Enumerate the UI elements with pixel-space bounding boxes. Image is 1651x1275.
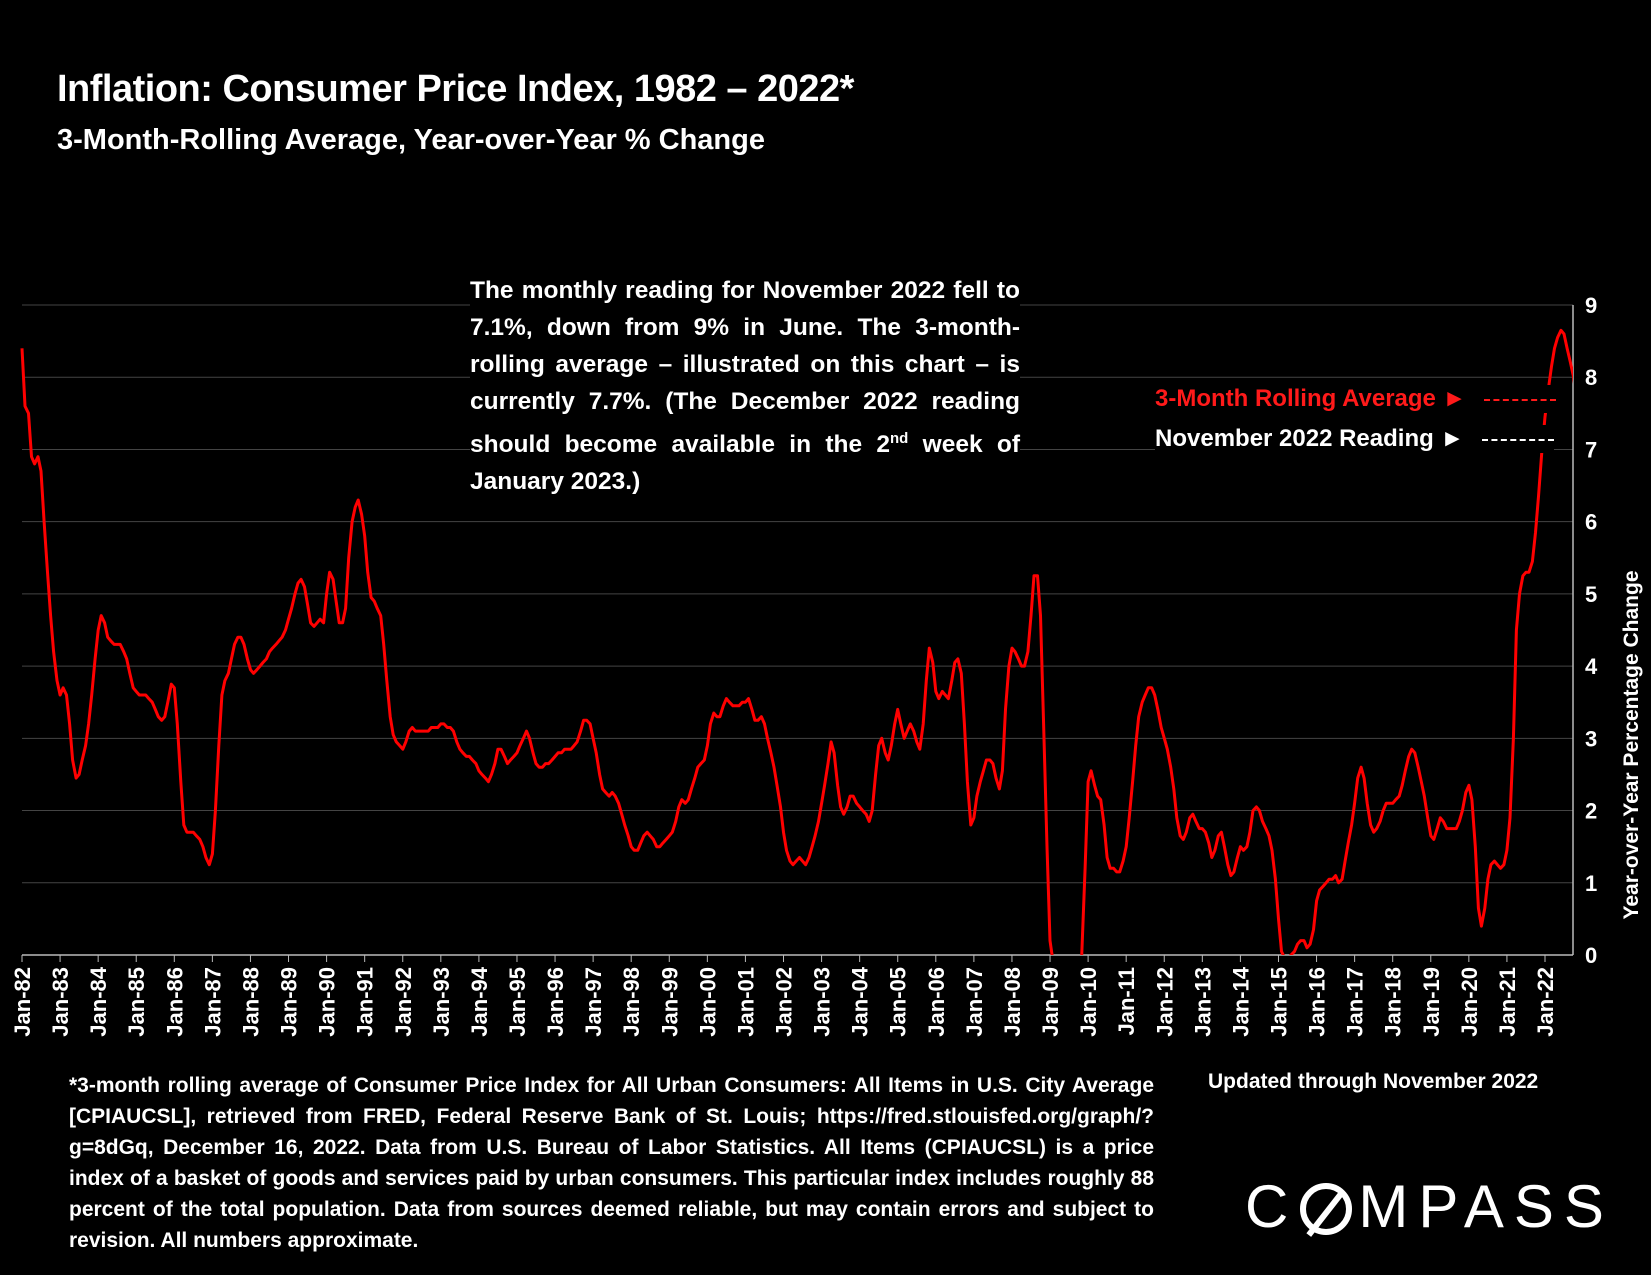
- y-tick-label: 4: [1585, 654, 1598, 679]
- x-tick-label: Jan-06: [924, 967, 949, 1037]
- legend-reading-label: November 2022 Reading ►: [1155, 425, 1465, 452]
- x-tick-label: Jan-95: [505, 967, 530, 1037]
- legend-rolling-label: 3-Month Rolling Average ►: [1155, 385, 1467, 412]
- x-tick-label: Jan-02: [772, 967, 797, 1037]
- x-tick-label: Jan-20: [1457, 967, 1482, 1037]
- x-tick-label: Jan-11: [1114, 967, 1139, 1036]
- x-tick-label: Jan-05: [886, 967, 911, 1037]
- x-tick-label: Jan-92: [391, 967, 416, 1037]
- y-tick-label: 7: [1585, 437, 1597, 462]
- x-tick-label: Jan-01: [733, 967, 758, 1037]
- y-tick-label: 9: [1585, 293, 1597, 318]
- x-tick-label: Jan-93: [429, 967, 454, 1037]
- y-axis-ticks: 0 1 2 3 4 5 6 7 8 9: [1585, 293, 1598, 968]
- x-tick-label: Jan-89: [277, 967, 302, 1037]
- callout-text-2: week of January 2023.): [470, 431, 1020, 496]
- y-tick-label: 1: [1585, 871, 1597, 896]
- footnote: *3-month rolling average of Consumer Pri…: [69, 1074, 1154, 1252]
- compass-logo: C MPASS: [1245, 1172, 1614, 1241]
- updated-note: Updated through November 2022: [1208, 1070, 1539, 1093]
- x-tick-label: Jan-99: [657, 967, 682, 1037]
- page-subtitle: 3-Month-Rolling Average, Year-over-Year …: [57, 124, 765, 156]
- legend-november-reading: November 2022 Reading ►: [1155, 425, 1555, 453]
- callout-note: The monthly reading for November 2022 fe…: [470, 272, 1020, 501]
- legend-rolling-dash: [1484, 398, 1557, 401]
- x-tick-label: Jan-96: [543, 967, 568, 1037]
- x-tick-label: Jan-21: [1495, 967, 1520, 1037]
- legend-rolling-average: 3-Month Rolling Average ►: [1155, 385, 1557, 413]
- x-tick-label: Jan-03: [810, 967, 835, 1037]
- x-tick-label: Jan-10: [1076, 967, 1101, 1037]
- y-axis-label: Year-over-Year Percentage Change: [1620, 570, 1643, 919]
- x-tick-label: Jan-83: [48, 967, 73, 1037]
- series-line-0: [20, 328, 1573, 955]
- x-axis-ticks: Jan-82 Jan-83 Jan-84 Jan-85 Jan-86 Jan-87 Jan-…: [10, 955, 1558, 1037]
- y-tick-label: 8: [1585, 365, 1597, 390]
- x-tick-label: Jan-04: [848, 966, 873, 1036]
- page-title: Inflation: Consumer Price Index, 1982 – …: [57, 68, 854, 110]
- x-tick-label: Jan-18: [1381, 967, 1406, 1037]
- callout-superscript: nd: [890, 430, 909, 447]
- y-tick-label: 2: [1585, 799, 1597, 824]
- logo-o-mark: [1300, 1183, 1353, 1235]
- y-tick-label: 6: [1585, 510, 1597, 535]
- logo-rest: MPASS: [1358, 1173, 1614, 1240]
- x-tick-label: Jan-82: [10, 967, 35, 1037]
- x-tick-label: Jan-19: [1419, 967, 1444, 1037]
- logo-c: C: [1245, 1173, 1299, 1240]
- legend-reading-dash: [1482, 438, 1555, 441]
- x-tick-label: Jan-84: [86, 966, 111, 1036]
- x-tick-label: Jan-91: [353, 967, 378, 1037]
- x-tick-label: Jan-97: [581, 967, 606, 1037]
- y-tick-label: 3: [1585, 726, 1597, 751]
- x-tick-label: Jan-12: [1152, 967, 1177, 1037]
- series-group: [20, 328, 1573, 955]
- x-tick-label: Jan-08: [1000, 967, 1025, 1037]
- x-tick-label: Jan-15: [1266, 967, 1291, 1037]
- callout-text-1: The monthly reading for November 2022 fe…: [470, 277, 1020, 459]
- x-tick-label: Jan-90: [315, 967, 340, 1037]
- x-tick-label: Jan-98: [619, 967, 644, 1037]
- y-tick-label: 0: [1585, 943, 1597, 968]
- x-tick-label: Jan-09: [1038, 967, 1063, 1037]
- x-tick-label: Jan-13: [1190, 967, 1215, 1037]
- x-tick-label: Jan-86: [162, 967, 187, 1037]
- x-tick-label: Jan-07: [962, 967, 987, 1037]
- x-tick-label: Jan-88: [238, 967, 263, 1037]
- x-tick-label: Jan-94: [467, 966, 492, 1036]
- x-tick-label: Jan-85: [124, 967, 149, 1037]
- x-tick-label: Jan-17: [1343, 967, 1368, 1037]
- y-tick-label: 5: [1585, 582, 1597, 607]
- x-tick-label: Jan-00: [695, 967, 720, 1037]
- x-tick-label: Jan-16: [1305, 967, 1330, 1037]
- x-tick-label: Jan-14: [1228, 966, 1253, 1036]
- x-tick-label: Jan-87: [200, 967, 225, 1037]
- x-tick-label: Jan-22: [1533, 967, 1558, 1037]
